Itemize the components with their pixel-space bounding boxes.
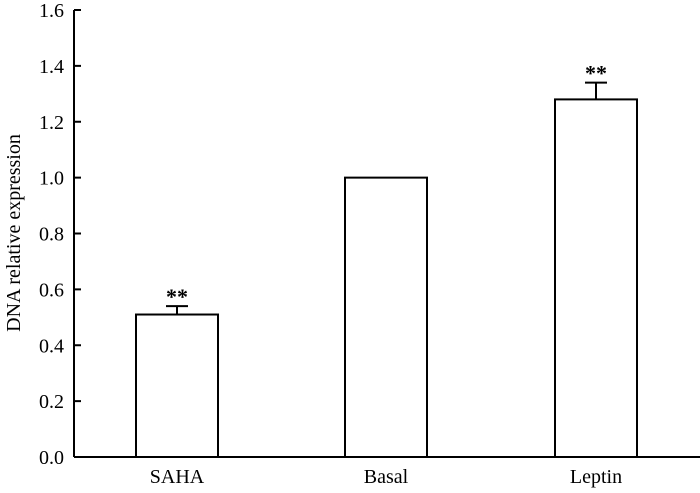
labels: 0.0 0.2 0.4 0.6 0.8 1.0 1.2 1.4 1.6 ** SAHA Basal **… [39,0,622,488]
y-tick-label: 1.0 [39,168,64,190]
y-tick-label: 0.2 [39,391,64,413]
bar-basal [344,176,428,458]
significance-leptin: ** [585,61,607,86]
x-tick-label-basal: Basal [364,466,409,488]
y-tick-label: 0.4 [39,335,64,357]
y-tick-label: 1.4 [39,56,64,78]
y-axis-title: DNA relative expression [3,134,25,332]
x-tick-label-leptin: Leptin [570,466,622,488]
bars [135,81,638,459]
bar-leptin [554,98,638,459]
y-tick-label: 0.0 [39,447,64,469]
y-tick-label: 0.6 [39,279,64,301]
bar-saha [135,313,219,458]
y-tick-label: 0.8 [39,224,64,246]
x-tick-label-saha: SAHA [150,466,205,488]
y-tick-label: 1.6 [39,0,64,22]
y-tick-label: 1.2 [39,112,64,134]
significance-saha: ** [166,284,188,309]
